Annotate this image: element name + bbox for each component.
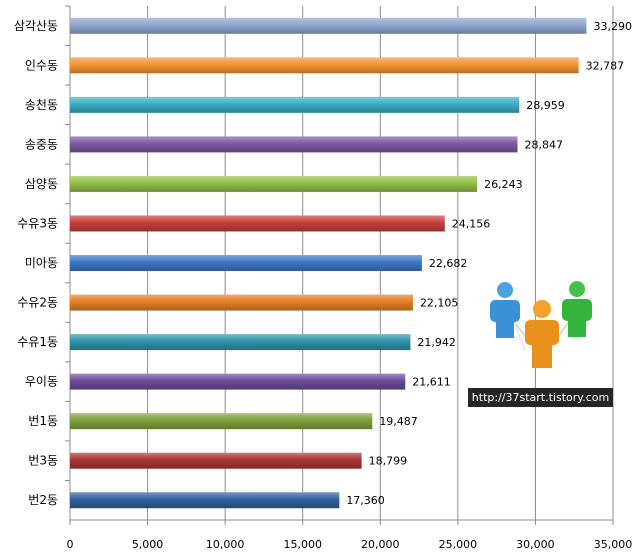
x-tick-label: 35,000 (594, 538, 633, 551)
data-label: 18,799 (369, 455, 408, 468)
bars (70, 17, 587, 509)
category-label: 수유1동 (17, 335, 58, 349)
x-tick-label: 0 (67, 538, 74, 551)
labels: 0 5,000 10,000 15,000 20,000 25,000 30,000 35,0… (14, 19, 632, 551)
category-label: 번2동 (28, 493, 58, 507)
bar (70, 452, 362, 469)
data-label: 22,682 (429, 257, 468, 270)
category-label: 송중동 (25, 137, 58, 151)
data-label: 26,243 (484, 178, 522, 191)
data-label: 17,360 (346, 494, 385, 507)
watermark-label: http://37start.tistory.com (468, 388, 613, 407)
bar (70, 334, 411, 351)
category-label: 인수동 (25, 58, 58, 72)
data-label: 19,487 (379, 415, 418, 428)
bar (70, 294, 413, 311)
data-label: 32,787 (586, 59, 625, 72)
category-label: 번1동 (28, 414, 58, 428)
bar (70, 413, 373, 430)
bar (70, 17, 587, 34)
bar (70, 175, 478, 192)
category-label: 미아동 (25, 256, 58, 270)
category-label: 수유2동 (17, 296, 58, 310)
x-tick-label: 20,000 (361, 538, 400, 551)
x-tick-label: 25,000 (439, 538, 478, 551)
category-label: 송천동 (25, 97, 58, 112)
data-label: 22,105 (420, 297, 459, 310)
x-tick-label: 30,000 (516, 538, 555, 551)
bar (70, 215, 445, 232)
x-tick-label: 15,000 (283, 538, 322, 551)
data-label: 28,847 (525, 138, 564, 151)
bar (70, 57, 579, 74)
category-label: 번3동 (28, 454, 58, 468)
bar (70, 373, 406, 390)
x-tick-label: 10,000 (206, 538, 245, 551)
bar (70, 136, 518, 153)
data-label: 33,290 (593, 20, 632, 33)
category-label: 삼각산동 (14, 19, 58, 33)
bar (70, 96, 520, 113)
category-label: 삼양동 (25, 177, 58, 191)
data-label: 21,942 (417, 336, 456, 349)
data-label: 24,156 (452, 217, 491, 230)
category-label: 수유3동 (17, 216, 58, 230)
data-label: 28,959 (526, 99, 565, 112)
data-label: 21,611 (412, 376, 451, 389)
category-label: 우이동 (25, 375, 58, 389)
people-logo-icon (490, 281, 592, 368)
bar (70, 255, 422, 271)
x-tick-label: 5,000 (132, 538, 164, 551)
bar (70, 492, 340, 509)
